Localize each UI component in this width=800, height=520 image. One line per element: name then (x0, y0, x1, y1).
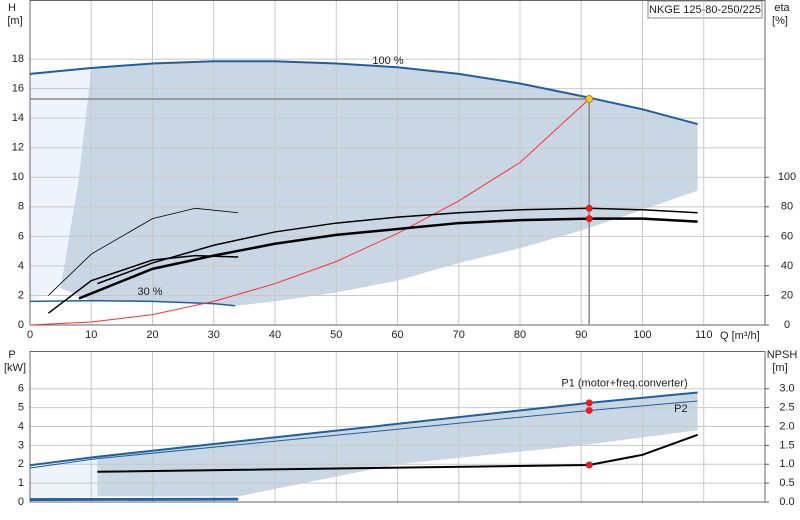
y2-tick-label: 0 (784, 319, 790, 331)
x-tick-label: 100 (633, 329, 651, 341)
y2-tick-label: 0.0 (779, 496, 794, 508)
y-axis-unit: [m] (7, 15, 22, 27)
operating-region (30, 67, 92, 302)
curve (47, 254, 239, 314)
y2-tick-label: 80 (781, 201, 793, 213)
duty-point (585, 461, 593, 469)
y-tick-label: 14 (12, 112, 24, 124)
curve (29, 98, 590, 326)
y-tick-label: 6 (18, 230, 24, 242)
x-tick-label: 60 (391, 329, 403, 341)
plot-frame (29, 0, 766, 326)
curve (97, 207, 698, 285)
x-tick-label: 90 (575, 329, 587, 341)
curve (29, 391, 698, 467)
y-tick-label: 16 (12, 83, 24, 95)
y-axis-label: H (8, 2, 16, 14)
y-axis-unit: [kW] (4, 362, 26, 374)
y-tick-label: 1 (18, 477, 24, 489)
curve-annotation: 100 % (372, 55, 403, 67)
y2-tick-label: 1.5 (779, 439, 794, 451)
y2-tick-label: 20 (781, 289, 793, 301)
curve-annotation: 30 % (137, 286, 162, 298)
y-axis-label: P (8, 349, 15, 361)
curve (97, 433, 698, 473)
curve-label: P1 (motor+freq.converter) (561, 377, 687, 389)
curve (29, 299, 236, 307)
y2-tick-label: 0.5 (779, 477, 794, 489)
y-tick-label: 10 (12, 171, 24, 183)
duty-point (585, 406, 593, 414)
duty-point (585, 215, 593, 223)
y-tick-label: 4 (18, 420, 24, 432)
y2-tick-label: 100 (778, 171, 796, 183)
curve (48, 207, 239, 296)
y2-axis-unit: [m] (772, 362, 787, 374)
curve (29, 400, 698, 469)
x-tick-label: 10 (85, 329, 97, 341)
y-tick-label: 18 (12, 53, 24, 65)
y-tick-label: 2 (18, 458, 24, 470)
duty-point (585, 94, 594, 103)
y2-axis-label: NPSH (767, 349, 798, 361)
curve (78, 217, 698, 300)
y2-tick-label: 2.5 (779, 402, 794, 414)
y2-axis-unit: [%] (772, 15, 788, 27)
y-tick-label: 0 (18, 319, 24, 331)
y-tick-label: 3 (18, 439, 24, 451)
y-tick-label: 5 (18, 402, 24, 414)
y2-tick-label: 2.0 (779, 420, 794, 432)
duty-point (585, 204, 593, 212)
chart-title: NKGE 125-80-250/225 (649, 4, 761, 16)
x-tick-label: 50 (330, 329, 342, 341)
x-tick-label: 70 (453, 329, 465, 341)
duty-point (585, 399, 593, 407)
x-axis-label: Q [m³/h] (720, 330, 760, 342)
y-tick-label: 0 (18, 496, 24, 508)
y-tick-label: 8 (18, 201, 24, 213)
y-tick-label: 2 (18, 289, 24, 301)
y-tick-label: 4 (18, 260, 24, 272)
y-tick-label: 12 (12, 142, 24, 154)
y2-axis-label: eta (774, 2, 790, 14)
y-tick-label: 6 (18, 383, 24, 395)
operating-region (60, 61, 698, 306)
y2-tick-label: 1.0 (779, 458, 794, 470)
x-tick-label: 20 (146, 329, 158, 341)
x-tick-label: 0 (27, 329, 33, 341)
x-tick-label: 30 (208, 329, 220, 341)
y2-tick-label: 60 (781, 230, 793, 242)
y2-tick-label: 3.0 (779, 383, 794, 395)
x-tick-label: 110 (695, 329, 713, 341)
operating-region (30, 456, 98, 501)
x-tick-label: 80 (514, 329, 526, 341)
y2-tick-label: 40 (781, 260, 793, 272)
x-tick-label: 40 (269, 329, 281, 341)
plot-frame (29, 351, 766, 503)
curve-label: P2 (674, 403, 687, 415)
